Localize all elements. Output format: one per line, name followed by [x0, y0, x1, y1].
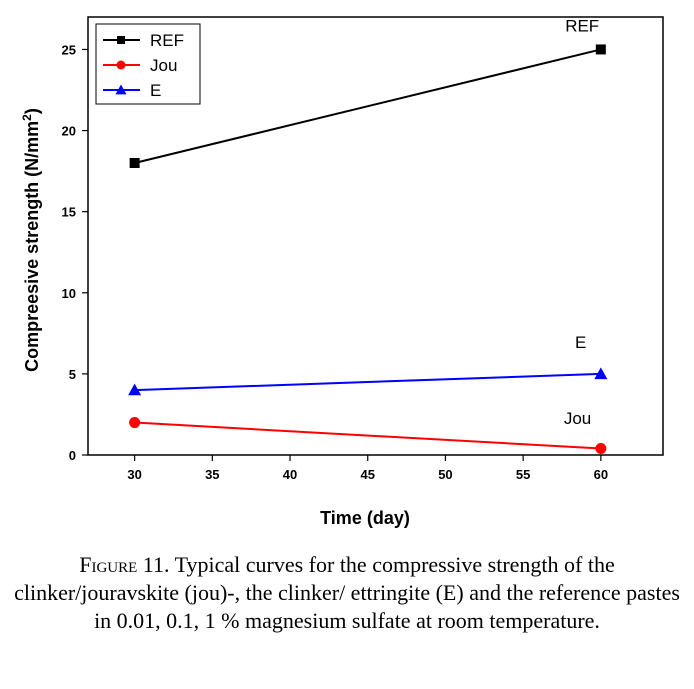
series-line-jou — [134, 421, 601, 450]
annotation-ref: REF — [565, 17, 599, 36]
data-point-ref — [129, 158, 140, 168]
x-tick-label: 55 — [516, 467, 530, 482]
legend-item-ref: REF — [103, 31, 184, 50]
series-jou — [129, 417, 607, 455]
data-point-e — [128, 383, 142, 396]
y-tick-label: 25 — [62, 42, 76, 57]
series-line-ref — [134, 48, 602, 164]
legend-marker-e — [115, 84, 127, 95]
legend-item-jou: Jou — [103, 56, 177, 75]
svg-text:Compreesive strength (N/mm2): Compreesive strength (N/mm2) — [20, 108, 42, 372]
legend-item-e: E — [103, 81, 161, 100]
y-tick-label: 20 — [62, 124, 76, 139]
legend: REF Jou E — [95, 23, 201, 105]
annotation-e: E — [575, 333, 586, 352]
x-tick-label: 30 — [127, 467, 141, 482]
legend-marker-jou — [116, 60, 126, 70]
data-point-ref — [595, 44, 606, 55]
legend-marker-ref — [117, 36, 125, 44]
legend-label-e: E — [150, 81, 161, 100]
figure-label: Figure 11. — [79, 552, 170, 577]
x-axis-title: Time (day) — [320, 508, 410, 528]
series-e — [128, 367, 608, 396]
series-line-e — [134, 372, 601, 392]
y-tick-label: 5 — [69, 367, 76, 382]
legend-label-ref: REF — [150, 31, 184, 50]
figure-caption: Figure 11. Typical curves for the compre… — [10, 551, 684, 635]
plot-area-frame — [87, 16, 664, 456]
x-tick-label: 40 — [283, 467, 297, 482]
series-ref — [129, 44, 606, 168]
data-point-e — [594, 367, 608, 380]
x-tick-label: 60 — [594, 467, 608, 482]
chart: Compreesive strength (N/mm2) Time (day) … — [20, 16, 664, 528]
y-tick-label: 15 — [62, 205, 76, 220]
y-axis-title: Compreesive strength (N/mm2) — [20, 108, 42, 372]
y-tick-label: 10 — [62, 286, 76, 301]
x-tick-label: 45 — [360, 467, 374, 482]
y-tick-label: 0 — [69, 448, 76, 463]
data-point-jou — [129, 417, 141, 429]
data-point-jou — [595, 443, 607, 455]
x-tick-label: 50 — [438, 467, 452, 482]
annotation-jou: Jou — [564, 409, 591, 428]
caption-text: Typical curves for the compressive stren… — [14, 552, 680, 633]
x-tick-label: 35 — [205, 467, 219, 482]
legend-label-jou: Jou — [150, 56, 177, 75]
